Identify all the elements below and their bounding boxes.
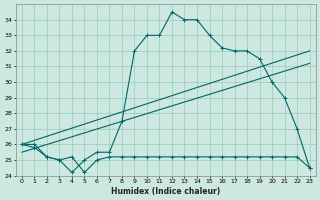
X-axis label: Humidex (Indice chaleur): Humidex (Indice chaleur): [111, 187, 220, 196]
